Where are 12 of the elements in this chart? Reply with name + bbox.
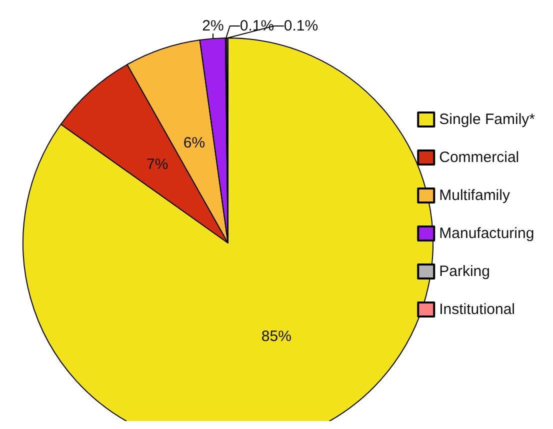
- data-label: 0.1%: [240, 18, 274, 34]
- legend-label: Institutional: [439, 301, 516, 318]
- data-label: 6%: [183, 134, 206, 152]
- legend-label: Commercial: [439, 149, 520, 166]
- data-label: 85%: [261, 328, 292, 346]
- data-label: 0.1%: [284, 18, 318, 34]
- legend-label: Manufacturing: [439, 225, 534, 242]
- data-label: 7%: [146, 156, 168, 174]
- legend-label: Parking: [439, 263, 490, 280]
- legend-label: Multifamily: [439, 187, 510, 204]
- data-label: 2%: [202, 18, 224, 34]
- legend-label: Single Family*: [439, 111, 536, 128]
